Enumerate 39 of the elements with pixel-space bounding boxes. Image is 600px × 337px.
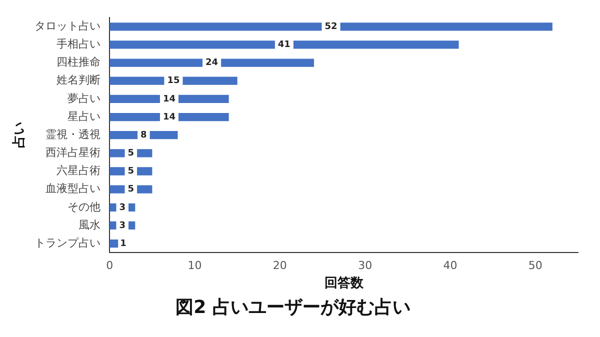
- y-tick-label: 姓名判断: [56, 74, 101, 87]
- data-label: 14: [162, 112, 176, 122]
- x-tick-label: 0: [106, 259, 114, 272]
- bar: [110, 58, 314, 67]
- data-label: 1: [120, 238, 126, 249]
- y-tick-label: 西洋占星術: [46, 146, 101, 160]
- y-tick-label: 霊視・透視: [46, 128, 101, 141]
- x-tick-label: 40: [443, 259, 458, 272]
- data-label: 8: [140, 130, 147, 140]
- x-axis-title: 回答数: [324, 276, 364, 291]
- data-label: 15: [167, 76, 180, 86]
- data-label: 24: [206, 58, 218, 68]
- y-axis-title: 占い: [12, 122, 28, 148]
- y-tick-label: 血液型占い: [46, 182, 101, 196]
- y-tick-label: 星占い: [68, 110, 101, 123]
- data-label: 52: [324, 22, 338, 32]
- data-label: 5: [128, 148, 134, 159]
- y-tick-label: その他: [68, 200, 101, 214]
- y-tick-label: 手相占い: [56, 38, 101, 51]
- data-label: 3: [119, 202, 126, 213]
- x-tick-label: 30: [358, 259, 372, 272]
- data-label: 5: [128, 184, 134, 195]
- y-tick-label: トランプ占い: [34, 236, 101, 250]
- bar: [110, 239, 118, 248]
- data-label: 14: [162, 94, 176, 104]
- x-tick-label: 10: [188, 259, 202, 272]
- data-label: 5: [128, 166, 134, 177]
- data-label: 41: [278, 40, 290, 50]
- y-tick-label: 風水: [78, 218, 101, 232]
- y-tick-label: 四柱推命: [56, 56, 101, 69]
- y-tick-label: 夢占い: [68, 92, 101, 105]
- y-tick-label: 六星占術: [56, 164, 101, 178]
- y-tick-label: タロット占い: [34, 20, 101, 32]
- bar: [110, 22, 552, 31]
- bar: [110, 40, 459, 49]
- x-tick-label: 20: [272, 259, 287, 272]
- data-label: 3: [119, 220, 126, 231]
- x-tick-label: 50: [528, 259, 542, 272]
- text: 図2 占いユーザーが好む占い: [176, 296, 410, 318]
